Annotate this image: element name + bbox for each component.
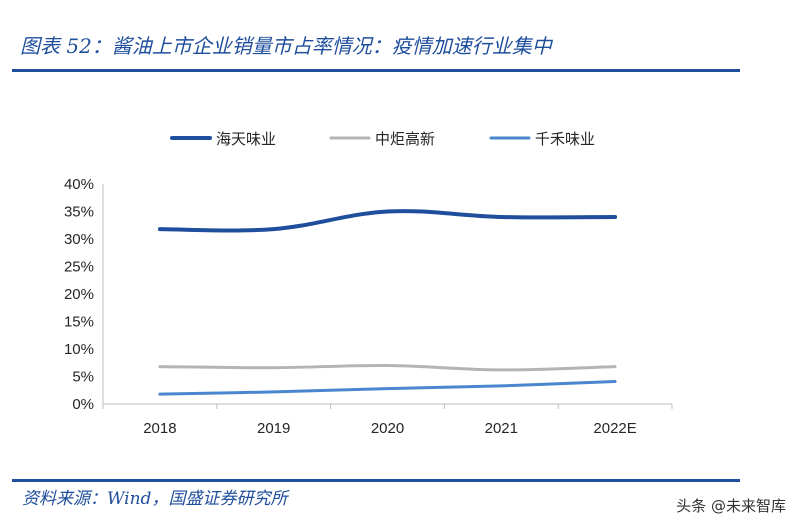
series-line [158, 379, 617, 396]
legend-label: 海天味业 [216, 130, 276, 148]
legend-label: 千禾味业 [535, 130, 595, 148]
y-tick-label: 40% [64, 176, 94, 193]
y-tick-label: 5% [72, 369, 94, 386]
legend-label: 中炬高新 [375, 130, 435, 148]
chart-title: 图表 52：酱油上市企业销量市占率情况：疫情加速行业集中 [20, 34, 552, 58]
footer-divider [12, 479, 740, 482]
source-note: 资料来源：Wind，国盛证券研究所 [22, 489, 288, 509]
series-line [158, 363, 617, 372]
x-tick-label: 2021 [485, 420, 518, 437]
y-tick-label: 10% [64, 341, 94, 358]
x-tick-label: 2022E [593, 420, 636, 437]
y-tick-label: 0% [72, 396, 94, 413]
line-chart: 0% 5% 10% 15% 20% 25% 30% 35% 40% 2018 2019 2020 202… [64, 130, 673, 437]
y-tick-label: 35% [64, 204, 94, 221]
x-tick-label: 2020 [371, 420, 404, 437]
y-tick-label: 20% [64, 286, 94, 303]
title-divider [12, 69, 740, 72]
x-tick-label: 2018 [143, 420, 176, 437]
watermark: 头条 @未来智库 [676, 497, 786, 515]
y-tick-label: 30% [64, 231, 94, 248]
y-tick-label: 15% [64, 314, 94, 331]
series-line [157, 209, 618, 233]
x-tick-label: 2019 [257, 420, 290, 437]
y-tick-label: 25% [64, 259, 94, 276]
